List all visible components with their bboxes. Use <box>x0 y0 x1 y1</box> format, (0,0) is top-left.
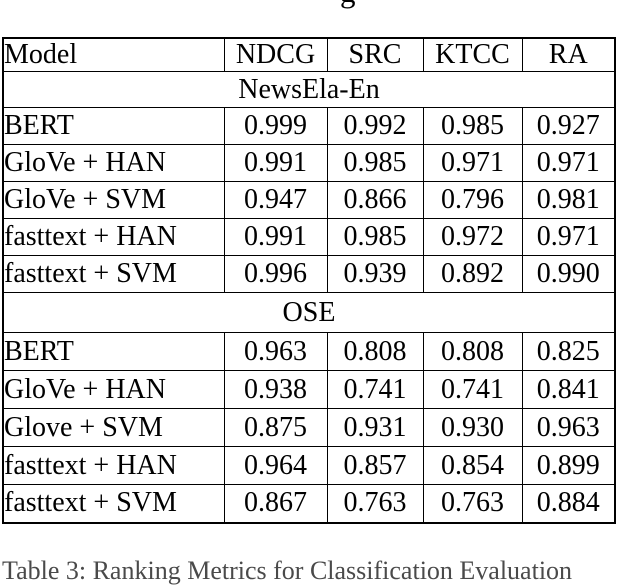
value-cell: 0.971 <box>422 144 523 182</box>
section-header-ose: OSE <box>2 292 616 333</box>
top-clipped-text: g <box>340 0 356 7</box>
value-cell: 0.763 <box>422 484 523 523</box>
value-cell: 0.996 <box>223 255 328 293</box>
value-cell: 0.992 <box>326 107 424 145</box>
column-header-ra: RA <box>521 37 616 72</box>
model-cell: fasttext + SVM <box>2 484 225 523</box>
value-cell: 0.763 <box>326 484 424 523</box>
value-cell: 0.971 <box>521 218 616 256</box>
value-cell: 0.866 <box>326 181 424 219</box>
table-row: BERT 0.963 0.808 0.808 0.825 <box>2 332 616 371</box>
value-cell: 0.875 <box>223 408 328 447</box>
value-cell: 0.972 <box>422 218 523 256</box>
value-cell: 0.990 <box>521 255 616 293</box>
ose-body: OSE BERT 0.963 0.808 0.808 0.825 GloVe +… <box>2 292 616 523</box>
value-cell: 0.899 <box>521 446 616 485</box>
header-row: Model NDCG SRC KTCC RA <box>2 37 616 72</box>
model-cell: GloVe + HAN <box>2 144 225 182</box>
value-cell: 0.741 <box>422 370 523 409</box>
value-cell: 0.999 <box>223 107 328 145</box>
table-row: fasttext + HAN 0.991 0.985 0.972 0.971 <box>2 218 616 256</box>
value-cell: 0.741 <box>326 370 424 409</box>
value-cell: 0.796 <box>422 181 523 219</box>
model-cell: GloVe + SVM <box>2 181 225 219</box>
model-cell: fasttext + SVM <box>2 255 225 293</box>
value-cell: 0.808 <box>422 332 523 371</box>
value-cell: 0.971 <box>521 144 616 182</box>
value-cell: 0.963 <box>223 332 328 371</box>
value-cell: 0.939 <box>326 255 424 293</box>
table-row: fasttext + SVM 0.867 0.763 0.763 0.884 <box>2 484 616 523</box>
value-cell: 0.964 <box>223 446 328 485</box>
value-cell: 0.867 <box>223 484 328 523</box>
value-cell: 0.892 <box>422 255 523 293</box>
value-cell: 0.931 <box>326 408 424 447</box>
value-cell: 0.854 <box>422 446 523 485</box>
value-cell: 0.991 <box>223 218 328 256</box>
header-body: Model NDCG SRC KTCC RA <box>2 37 616 72</box>
value-cell: 0.857 <box>326 446 424 485</box>
value-cell: 0.985 <box>326 218 424 256</box>
table-row: fasttext + HAN 0.964 0.857 0.854 0.899 <box>2 446 616 485</box>
model-cell: fasttext + HAN <box>2 446 225 485</box>
table-caption: Table 3: Ranking Metrics for Classificat… <box>2 556 573 585</box>
results-table: Model NDCG SRC KTCC RA NewsEla-En BERT 0… <box>2 37 616 524</box>
column-header-ndcg: NDCG <box>223 37 328 72</box>
value-cell: 0.963 <box>521 408 616 447</box>
model-cell: BERT <box>2 332 225 371</box>
table-row: fasttext + SVM 0.996 0.939 0.892 0.990 <box>2 255 616 293</box>
model-cell: GloVe + HAN <box>2 370 225 409</box>
section-label: NewsEla-En <box>2 71 616 108</box>
table-row: GloVe + SVM 0.947 0.866 0.796 0.981 <box>2 181 616 219</box>
value-cell: 0.808 <box>326 332 424 371</box>
value-cell: 0.947 <box>223 181 328 219</box>
value-cell: 0.991 <box>223 144 328 182</box>
newsela-body: NewsEla-En BERT 0.999 0.992 0.985 0.927 … <box>2 71 616 293</box>
column-header-ktcc: KTCC <box>422 37 523 72</box>
column-header-src: SRC <box>326 37 424 72</box>
section-label: OSE <box>2 292 616 333</box>
section-header-newsela: NewsEla-En <box>2 71 616 108</box>
column-header-model: Model <box>2 37 225 72</box>
value-cell: 0.884 <box>521 484 616 523</box>
table-row: GloVe + HAN 0.938 0.741 0.741 0.841 <box>2 370 616 409</box>
value-cell: 0.981 <box>521 181 616 219</box>
value-cell: 0.985 <box>326 144 424 182</box>
value-cell: 0.841 <box>521 370 616 409</box>
model-cell: Glove + SVM <box>2 408 225 447</box>
table-row: Glove + SVM 0.875 0.931 0.930 0.963 <box>2 408 616 447</box>
value-cell: 0.930 <box>422 408 523 447</box>
table-row: GloVe + HAN 0.991 0.985 0.971 0.971 <box>2 144 616 182</box>
value-cell: 0.825 <box>521 332 616 371</box>
value-cell: 0.938 <box>223 370 328 409</box>
model-cell: BERT <box>2 107 225 145</box>
table-row: BERT 0.999 0.992 0.985 0.927 <box>2 107 616 145</box>
value-cell: 0.985 <box>422 107 523 145</box>
value-cell: 0.927 <box>521 107 616 145</box>
model-cell: fasttext + HAN <box>2 218 225 256</box>
